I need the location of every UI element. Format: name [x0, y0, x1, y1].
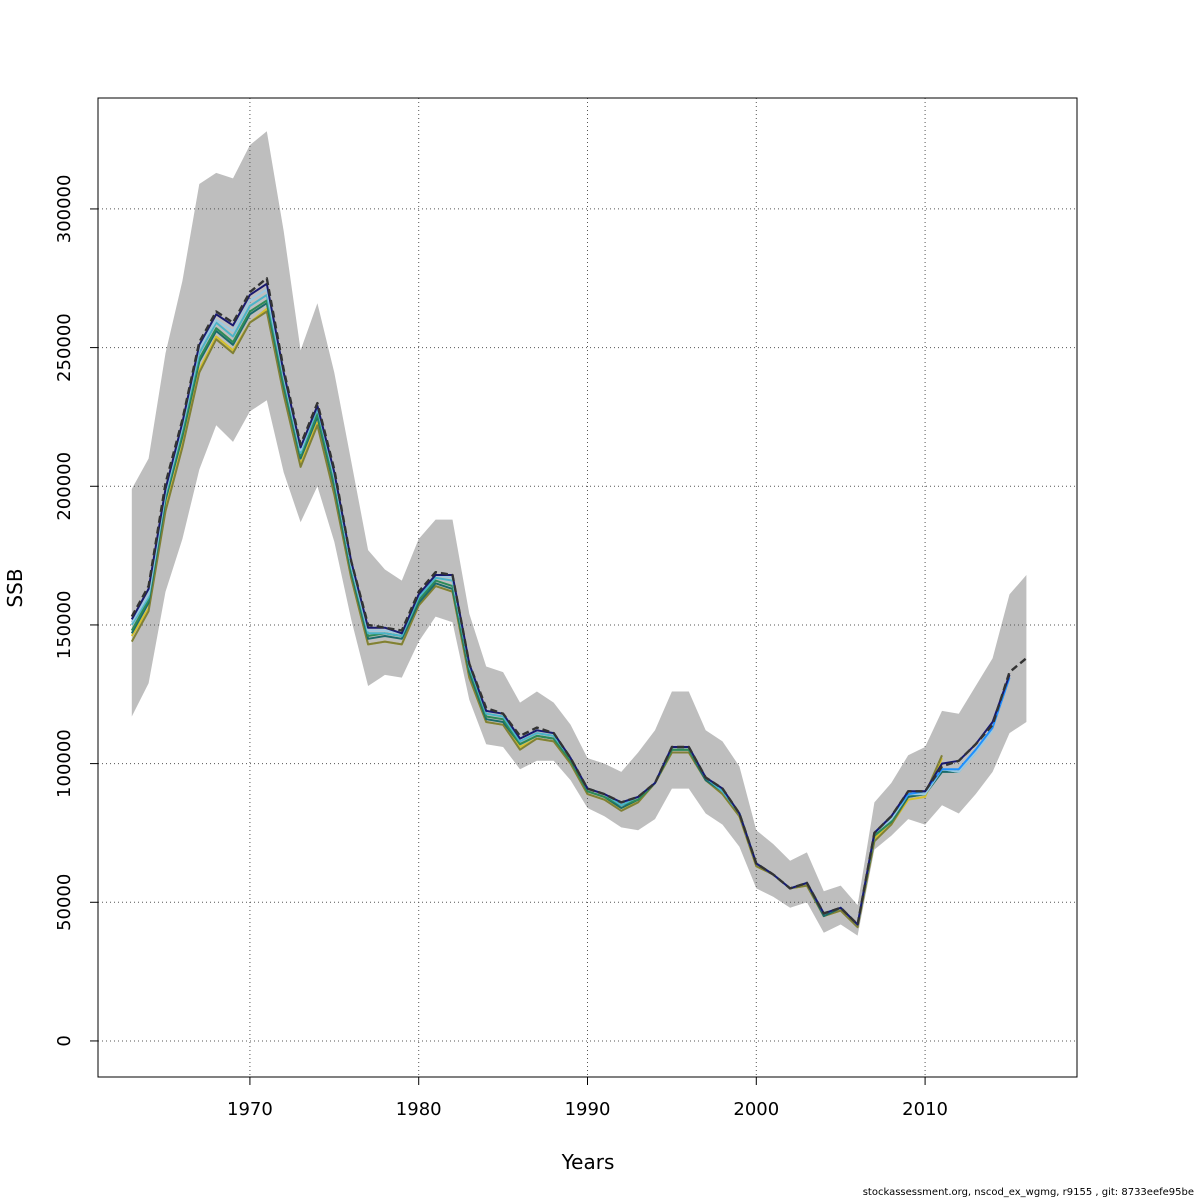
footer-caption: stockassessment.org, nscod_ex_wgmg, r915…: [862, 1187, 1194, 1198]
y-tick-label: 100000: [54, 729, 75, 798]
x-axis-title: Years: [561, 1150, 615, 1174]
y-axis-title: SSB: [3, 568, 27, 607]
x-tick-label: 1990: [565, 1099, 611, 1120]
y-tick-label: 50000: [54, 874, 75, 931]
x-tick-label: 2000: [733, 1099, 779, 1120]
series-line-9: [130, 277, 1028, 926]
y-axis: 0 50000 100000 150000 200000 250000 300000: [54, 175, 99, 1047]
series-layer: [130, 277, 1028, 929]
y-tick-label: 0: [54, 1035, 75, 1046]
y-tick-label: 300000: [54, 175, 75, 244]
x-axis: 1970 1980 1990 2000 2010: [227, 1076, 948, 1120]
x-tick-label: 1970: [227, 1099, 273, 1120]
y-tick-label: 200000: [54, 452, 75, 521]
y-tick-label: 250000: [54, 313, 75, 382]
x-tick-label: 2010: [902, 1099, 948, 1120]
series-line-2: [130, 310, 943, 929]
series-line-8: [130, 282, 1011, 926]
x-tick-label: 1980: [396, 1099, 442, 1120]
y-tick-label: 150000: [54, 591, 75, 660]
